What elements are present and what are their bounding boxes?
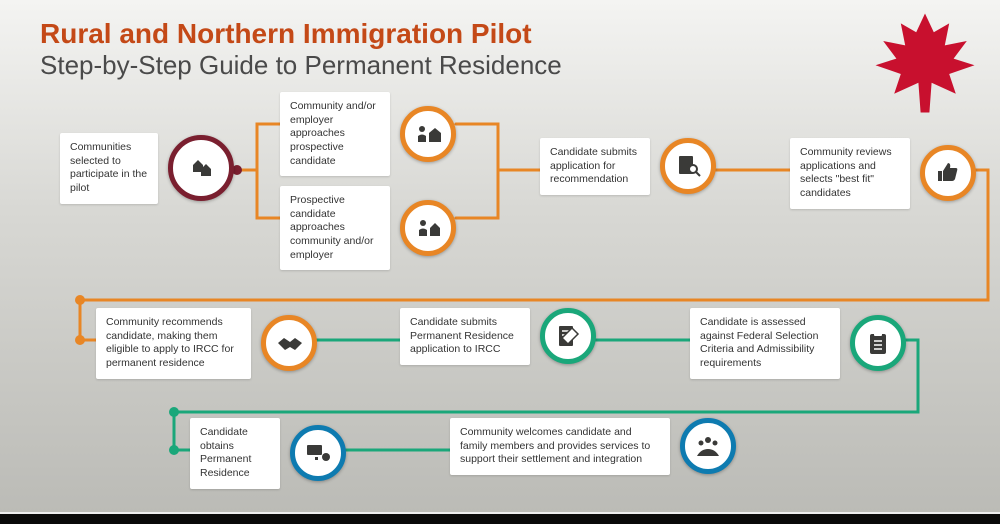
step-label: Prospective candidate approaches communi… <box>280 186 390 270</box>
maple-leaf-path <box>876 14 975 113</box>
title-line1: Rural and Northern Immigration Pilot <box>40 18 562 50</box>
step-n5: Community recommends candidate, making t… <box>96 308 317 379</box>
step-label: Candidate submits application for recomm… <box>540 138 650 195</box>
step-n1: Communities selected to participate in t… <box>60 133 234 204</box>
header: Rural and Northern Immigration Pilot Ste… <box>40 18 562 81</box>
step-label: Community recommends candidate, making t… <box>96 308 251 379</box>
card-key-icon <box>290 425 346 481</box>
title-line2: Step-by-Step Guide to Permanent Residenc… <box>40 50 562 81</box>
step-n3: Candidate submits application for recomm… <box>540 138 716 195</box>
step-n4: Community reviews applications and selec… <box>790 138 976 209</box>
step-label: Candidate submits Permanent Residence ap… <box>400 308 530 365</box>
handshake-icon <box>261 315 317 371</box>
step-label: Community welcomes candidate and family … <box>450 418 670 475</box>
step-n8: Candidate obtains Permanent Residence <box>190 418 346 489</box>
step-n7: Candidate is assessed against Federal Se… <box>690 308 906 379</box>
step-n2a: Community and/or employer approaches pro… <box>280 92 456 176</box>
maple-leaf-icon <box>870 8 980 118</box>
people-house-icon <box>400 106 456 162</box>
person-house-icon <box>400 200 456 256</box>
step-label: Community and/or employer approaches pro… <box>280 92 390 176</box>
step-label: Candidate is assessed against Federal Se… <box>690 308 840 379</box>
step-n2b: Prospective candidate approaches communi… <box>280 186 456 270</box>
step-label: Candidate obtains Permanent Residence <box>190 418 280 489</box>
bottom-bar <box>0 512 1000 524</box>
thumbs-up-icon <box>920 145 976 201</box>
step-n9: Community welcomes candidate and family … <box>450 418 736 475</box>
step-label: Communities selected to participate in t… <box>60 133 158 204</box>
step-label: Community reviews applications and selec… <box>790 138 910 209</box>
houses-icon <box>168 135 234 201</box>
step-n6: Candidate submits Permanent Residence ap… <box>400 308 596 365</box>
doc-search-icon <box>660 138 716 194</box>
doc-pen-icon <box>540 308 596 364</box>
clipboard-icon <box>850 315 906 371</box>
group-icon <box>680 418 736 474</box>
